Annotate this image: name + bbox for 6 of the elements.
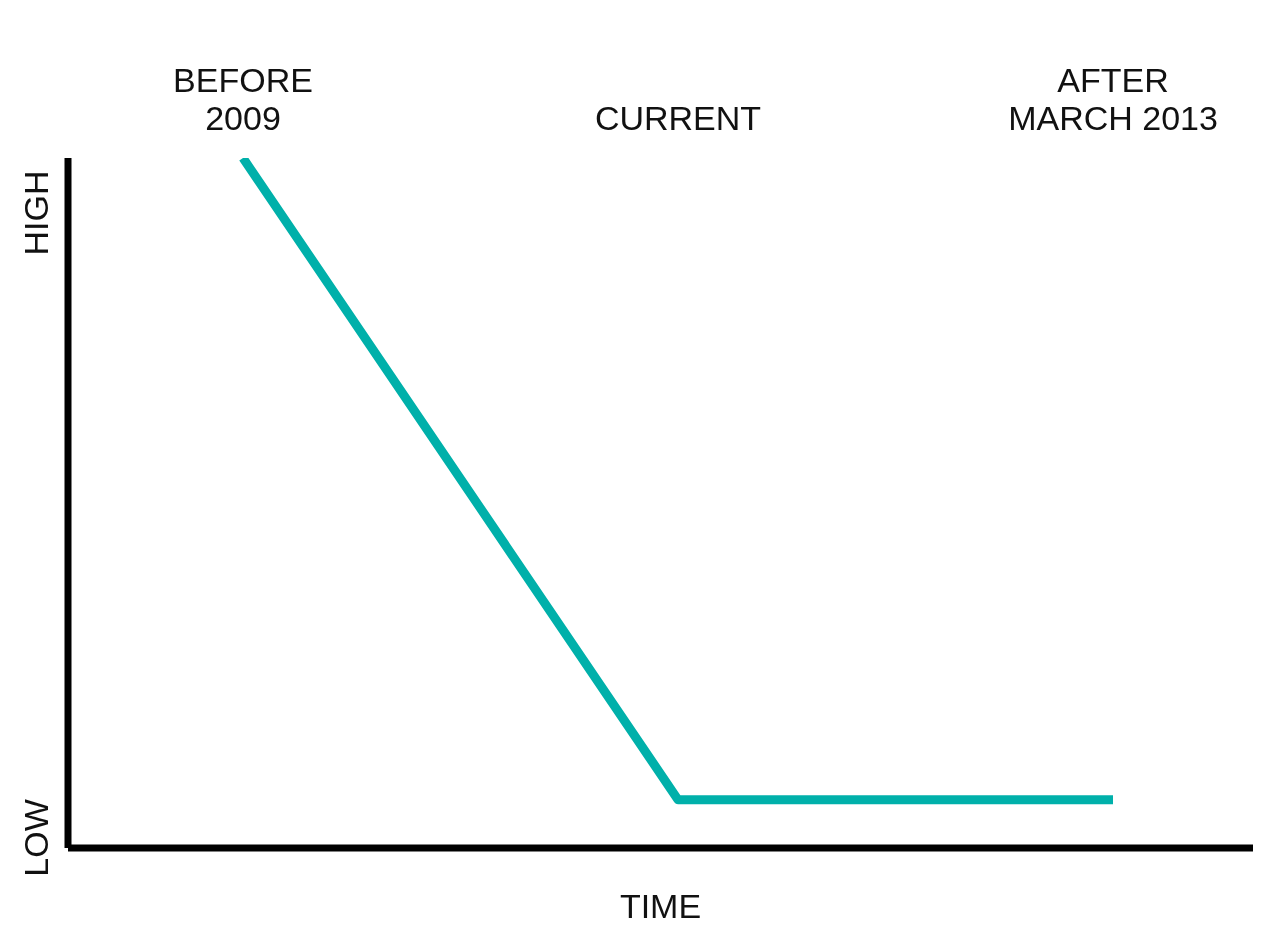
text: HIGH bbox=[16, 170, 56, 256]
x-tick-label: CURRENT bbox=[594, 99, 762, 137]
x-tick-label: BEFORE 2009 bbox=[173, 61, 313, 137]
x-tick-label: AFTER MARCH 2013 bbox=[1008, 61, 1218, 137]
x-axis-title: TIME bbox=[619, 887, 702, 925]
text: LOW bbox=[16, 799, 56, 877]
